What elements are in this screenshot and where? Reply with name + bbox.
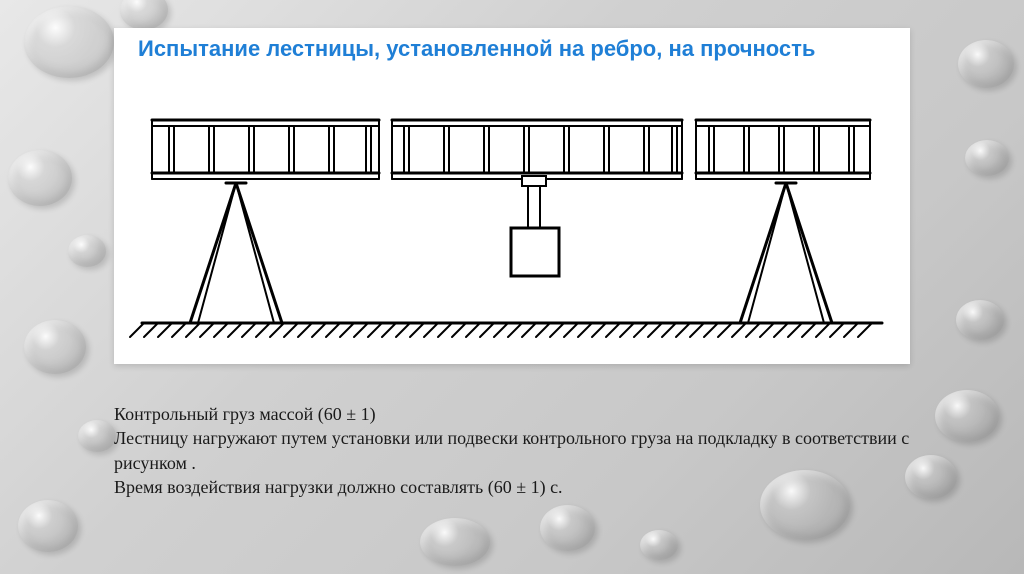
water-droplet bbox=[420, 518, 490, 566]
content-card: Испытание лестницы, установленной на реб… bbox=[114, 28, 910, 364]
water-droplet bbox=[120, 0, 168, 30]
water-droplet bbox=[935, 390, 999, 442]
text-line-2: Лестницу нагружают путем установки или п… bbox=[114, 426, 910, 475]
water-droplet bbox=[965, 140, 1009, 176]
water-droplet bbox=[540, 505, 595, 551]
water-droplet bbox=[18, 500, 78, 552]
water-droplet bbox=[905, 455, 957, 499]
water-droplet bbox=[958, 40, 1014, 88]
water-droplet bbox=[8, 150, 72, 206]
water-droplet bbox=[640, 530, 678, 560]
text-line-3: Время воздействия нагрузки должно состав… bbox=[114, 475, 910, 499]
slide: Испытание лестницы, установленной на реб… bbox=[0, 0, 1024, 574]
water-droplet bbox=[24, 320, 86, 374]
slide-title: Испытание лестницы, установленной на реб… bbox=[138, 36, 886, 62]
water-droplet bbox=[68, 235, 106, 267]
description-text: Контрольный груз массой (60 ± 1) Лестниц… bbox=[114, 402, 910, 499]
ladder-test-diagram bbox=[114, 78, 910, 358]
text-line-1: Контрольный груз массой (60 ± 1) bbox=[114, 402, 910, 426]
water-droplet bbox=[78, 420, 116, 452]
water-droplet bbox=[956, 300, 1004, 340]
water-droplet bbox=[24, 6, 114, 78]
